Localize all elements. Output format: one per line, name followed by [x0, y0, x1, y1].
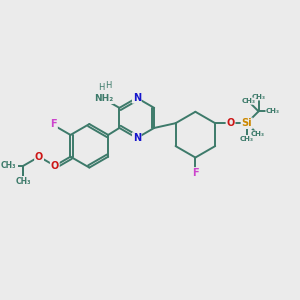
Text: CH₃: CH₃ — [250, 131, 265, 137]
Text: CH₃: CH₃ — [16, 177, 31, 186]
Text: N: N — [133, 93, 141, 103]
Text: H: H — [105, 81, 111, 90]
Text: F: F — [192, 168, 199, 178]
Text: CH₃: CH₃ — [241, 98, 255, 104]
Text: NH₂: NH₂ — [94, 94, 113, 103]
Text: F: F — [50, 119, 57, 129]
Text: CH₃: CH₃ — [266, 108, 280, 114]
Text: CH₃: CH₃ — [252, 94, 266, 100]
Text: O: O — [51, 161, 59, 171]
Text: O: O — [35, 152, 43, 162]
Text: CH₃: CH₃ — [240, 136, 254, 142]
Text: CH₃: CH₃ — [0, 161, 16, 170]
Text: CH₃: CH₃ — [16, 177, 31, 186]
Text: H: H — [98, 83, 105, 92]
Text: N: N — [133, 133, 141, 143]
Text: O: O — [226, 118, 235, 128]
Text: Si: Si — [242, 118, 252, 128]
